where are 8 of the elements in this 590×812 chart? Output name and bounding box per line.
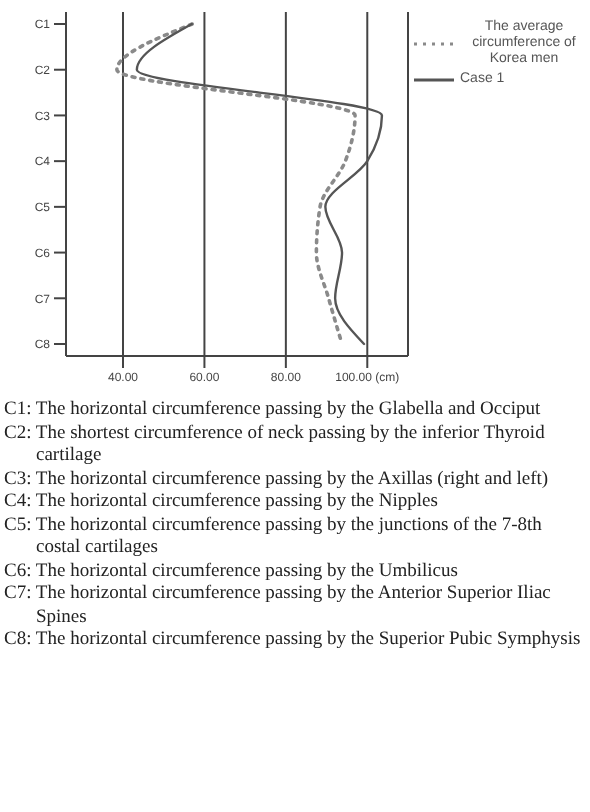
text: C2: The shortest circumference of neck passing by the inferior Thyroid cartilage xyxy=(4,423,547,469)
text: C3: The horizontal circumference passing by the Axillas (right and left) xyxy=(4,469,551,492)
text: C4: The horizontal circumference passing by the Nipples xyxy=(4,492,440,515)
text: C5: The horizontal circumference passing by the junctions of the 7-8th costal cartilages xyxy=(4,515,544,561)
text: C1: The horizontal circumference passing by the Glabella and Occiput xyxy=(4,400,543,423)
text: C8: The horizontal circumference passing by the Superior Pubic Symphysis xyxy=(4,630,583,653)
text: C6: The horizontal circumference passing by the Umbilicus xyxy=(4,561,460,584)
text: C7: The horizontal circumference passing by the Anterior Superior Iliac Spines xyxy=(4,584,553,630)
